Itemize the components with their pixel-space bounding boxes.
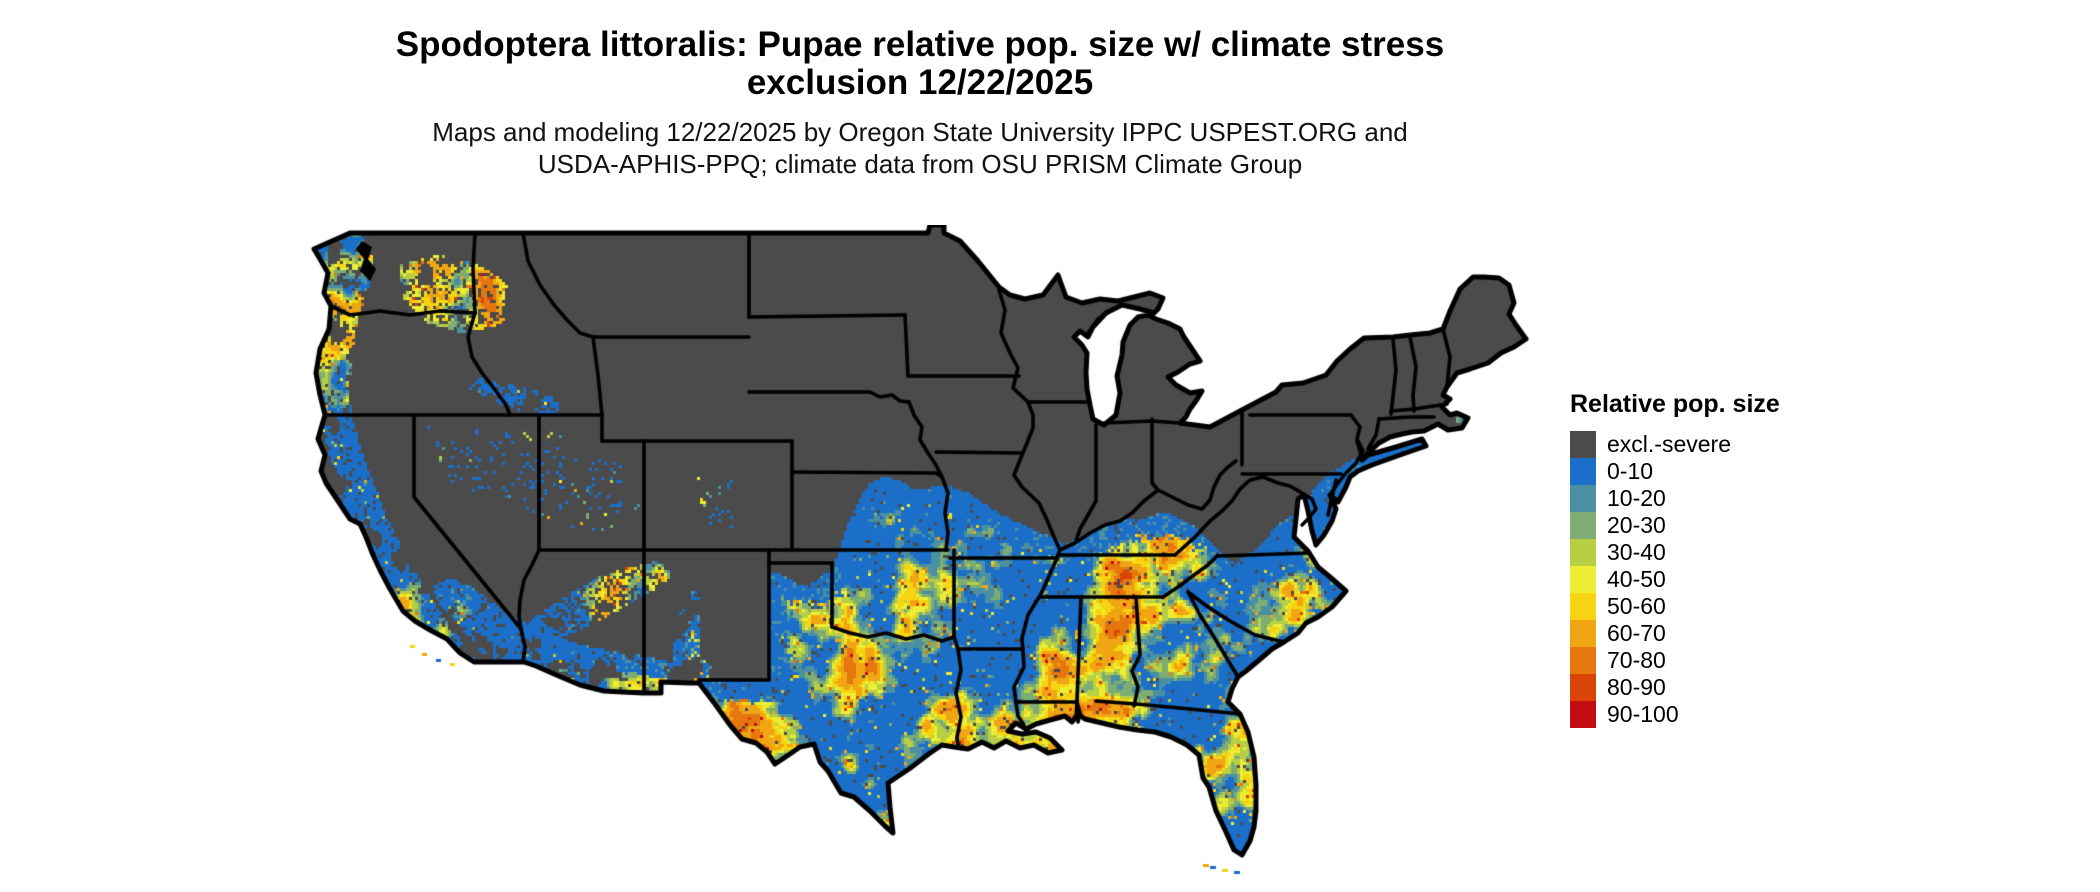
legend-swatch	[1570, 620, 1596, 647]
us-choropleth-map	[310, 225, 1530, 880]
legend-swatch	[1570, 593, 1596, 620]
legend-item: excl.-severe	[1570, 431, 1830, 458]
legend-item-label: 50-60	[1607, 593, 1666, 619]
legend-swatch	[1570, 539, 1596, 566]
legend-swatch	[1570, 566, 1596, 593]
legend-swatch	[1570, 458, 1596, 485]
subtitle-line-1: Maps and modeling 12/22/2025 by Oregon S…	[432, 117, 1408, 147]
subtitle-line-2: USDA-APHIS-PPQ; climate data from OSU PR…	[537, 149, 1303, 179]
legend-item: 0-10	[1570, 458, 1830, 485]
legend-item: 70-80	[1570, 647, 1830, 674]
legend-item: 50-60	[1570, 593, 1830, 620]
legend: Relative pop. size excl.-severe 0-10 10-20…	[1570, 390, 1830, 728]
legend-item: 60-70	[1570, 620, 1830, 647]
legend-item-label: 80-90	[1607, 674, 1666, 700]
legend-item: 90-100	[1570, 701, 1830, 728]
legend-item-label: excl.-severe	[1607, 431, 1731, 457]
legend-item: 40-50	[1570, 566, 1830, 593]
legend-swatch	[1570, 485, 1596, 512]
legend-swatch	[1570, 431, 1596, 458]
legend-item-label: 70-80	[1607, 647, 1666, 673]
legend-item-label: 30-40	[1607, 539, 1666, 565]
legend-swatch	[1570, 512, 1596, 539]
legend-item: 20-30	[1570, 512, 1830, 539]
legend-swatch	[1570, 701, 1596, 728]
legend-swatch	[1570, 674, 1596, 701]
legend-title: Relative pop. size	[1570, 390, 1780, 418]
legend-item: 30-40	[1570, 539, 1830, 566]
page-title: Spodoptera littoralis: Pupae relative po…	[0, 26, 1840, 102]
legend-item-label: 90-100	[1607, 701, 1679, 727]
legend-swatch	[1570, 647, 1596, 674]
title-line-1: Spodoptera littoralis: Pupae relative po…	[395, 25, 1445, 64]
legend-item-label: 60-70	[1607, 620, 1666, 646]
legend-item-label: 0-10	[1607, 458, 1654, 484]
legend-items: excl.-severe 0-10 10-20 20-30 30-40 40-50 50-6…	[1570, 431, 1830, 728]
page-subtitle: Maps and modeling 12/22/2025 by Oregon S…	[0, 116, 1840, 180]
legend-item-label: 40-50	[1607, 566, 1666, 592]
title-line-2: exclusion 12/22/2025	[746, 63, 1094, 102]
legend-item: 10-20	[1570, 485, 1830, 512]
legend-item: 80-90	[1570, 674, 1830, 701]
legend-item-label: 10-20	[1607, 485, 1666, 511]
legend-item-label: 20-30	[1607, 512, 1666, 538]
